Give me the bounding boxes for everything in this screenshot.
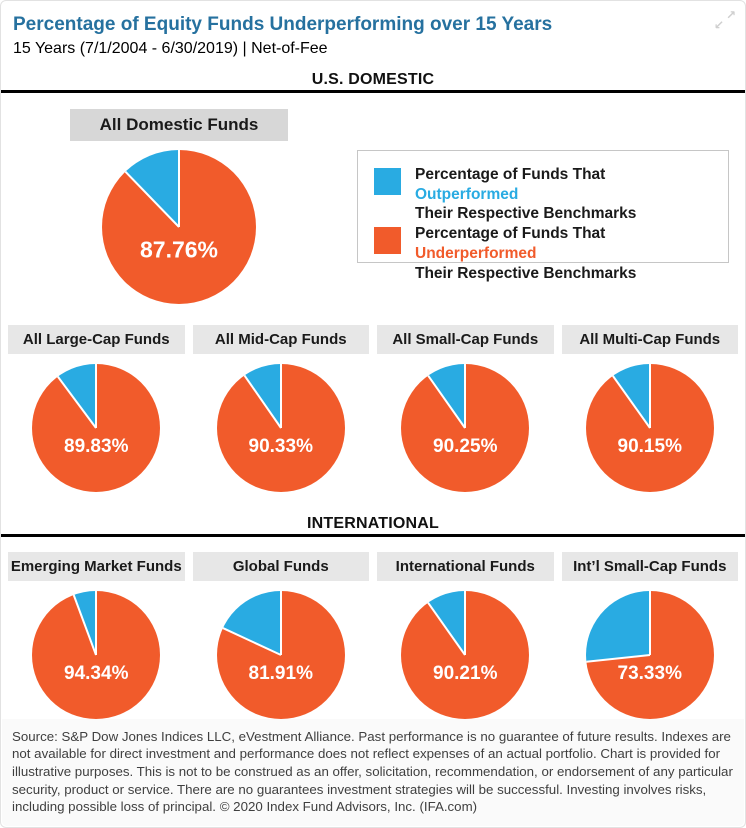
slice-separator-rotated (124, 170, 180, 228)
pie-multi-cap-funds: 90.15% (585, 363, 714, 492)
pie-intl-small-cap-funds: 73.33% (585, 590, 714, 719)
slice-separator-top (648, 363, 651, 428)
pie-value-label: 90.21% (433, 662, 498, 684)
fund-header: Int’l Small-Cap Funds (561, 551, 738, 581)
pie-international-funds: 90.21% (401, 590, 530, 719)
arrow-ne-icon: ↗ (725, 8, 736, 22)
pie-value-label: 89.83% (64, 435, 129, 457)
page-title: Percentage of Equity Funds Underperformi… (13, 14, 553, 35)
arrow-sw-icon: ↙ (714, 18, 725, 32)
legend-item-outperformed: Percentage of Funds That Outperformed The… (374, 165, 712, 224)
section-header-international: INTERNATIONAL (1, 513, 745, 537)
legend-text-outperformed: Percentage of Funds That Outperformed The… (415, 165, 637, 223)
pie-mid-cap-funds: 90.33% (216, 363, 345, 492)
slice-separator-top (648, 590, 651, 655)
fund-card-intl-small-cap: Int’l Small-Cap Funds 73.33% (561, 551, 738, 719)
pie-value-label: 73.33% (617, 662, 682, 684)
fund-card-mid-cap: All Mid-Cap Funds 90.33% (192, 324, 369, 492)
slice-separator-top (279, 363, 282, 428)
fund-card-large-cap: All Large-Cap Funds 89.83% (8, 324, 185, 492)
page-subtitle: 15 Years (7/1/2004 - 6/30/2019) | Net-of… (13, 39, 328, 57)
fund-card-global: Global Funds 81.91% (192, 551, 369, 719)
fund-header-all-domestic: All Domestic Funds (70, 108, 288, 141)
domestic-funds-grid: All Large-Cap Funds 89.83% All Mid-Cap F… (1, 324, 745, 492)
pie-all-domestic-funds: 87.76% (102, 149, 256, 304)
slice-separator-top (95, 363, 98, 428)
legend: Percentage of Funds That Outperformed The… (357, 149, 729, 282)
slice-separator-top (178, 149, 180, 227)
expand-icon[interactable]: ↗ ↙ (714, 9, 736, 31)
section-label-domestic: U.S. DOMESTIC (311, 70, 435, 88)
fund-card-multi-cap: All Multi-Cap Funds 90.15% (561, 324, 738, 492)
fund-header: All Large-Cap Funds (8, 324, 185, 354)
slice-separator-rotated (611, 375, 651, 429)
slice-separator-rotated (73, 594, 98, 656)
pie-value-label: 87.76% (139, 236, 219, 263)
pie-small-cap-funds: 90.25% (401, 363, 530, 492)
legend-text-underperformed: Percentage of Funds That Underperformed T… (415, 225, 637, 282)
slice-separator-rotated (427, 374, 467, 429)
domestic-hero-row: All Domestic Funds 87.76% Percentage of … (1, 93, 745, 319)
pie-value-label: 90.25% (433, 435, 498, 457)
section-header-domestic: U.S. DOMESTIC (1, 69, 745, 93)
fund-card-international: International Funds 90.21% (377, 551, 554, 719)
footer-disclaimer: Source: S&P Dow Jones Indices LLC, eVest… (2, 718, 744, 826)
pie-value-label: 90.33% (248, 435, 313, 457)
slice-separator-rotated (222, 626, 282, 656)
pie-large-cap-funds: 89.83% (32, 363, 161, 492)
pie-value-label: 90.15% (617, 435, 682, 457)
fund-header: All Small-Cap Funds (377, 324, 554, 354)
slice-separator-top (279, 590, 282, 655)
fund-card-small-cap: All Small-Cap Funds 90.25% (377, 324, 554, 492)
fund-header: International Funds (377, 551, 554, 581)
chart-header: Percentage of Equity Funds Underperformi… (1, 1, 745, 58)
slice-separator-rotated (585, 653, 650, 663)
slice-separator-top (464, 363, 467, 428)
fund-header: All Mid-Cap Funds (192, 324, 369, 354)
pie-global-funds: 81.91% (216, 590, 345, 719)
pie-value-label: 81.91% (248, 662, 313, 684)
fund-card-emerging-market: Emerging Market Funds 94.34% (8, 551, 185, 719)
fund-header: Emerging Market Funds (8, 551, 185, 581)
international-funds-grid: Emerging Market Funds 94.34% Global Fund… (1, 551, 745, 719)
slice-separator-top (95, 590, 98, 655)
slice-separator-rotated (243, 374, 282, 429)
pie-emerging-market-funds: 94.34% (32, 590, 161, 719)
underperformed-swatch-icon (374, 227, 401, 255)
slice-separator-rotated (427, 601, 467, 656)
pie-value-label: 94.34% (64, 662, 129, 684)
slice-separator-rotated (57, 375, 98, 429)
legend-item-underperformed: Percentage of Funds That Underperformed T… (374, 224, 712, 283)
slice-separator-top (464, 590, 467, 655)
outperformed-swatch-icon (374, 167, 401, 195)
section-label-international: INTERNATIONAL (306, 514, 440, 532)
fund-header: Global Funds (192, 551, 369, 581)
fund-header: All Multi-Cap Funds (561, 324, 738, 354)
hero-pie-block: All Domestic Funds 87.76% (1, 93, 357, 319)
